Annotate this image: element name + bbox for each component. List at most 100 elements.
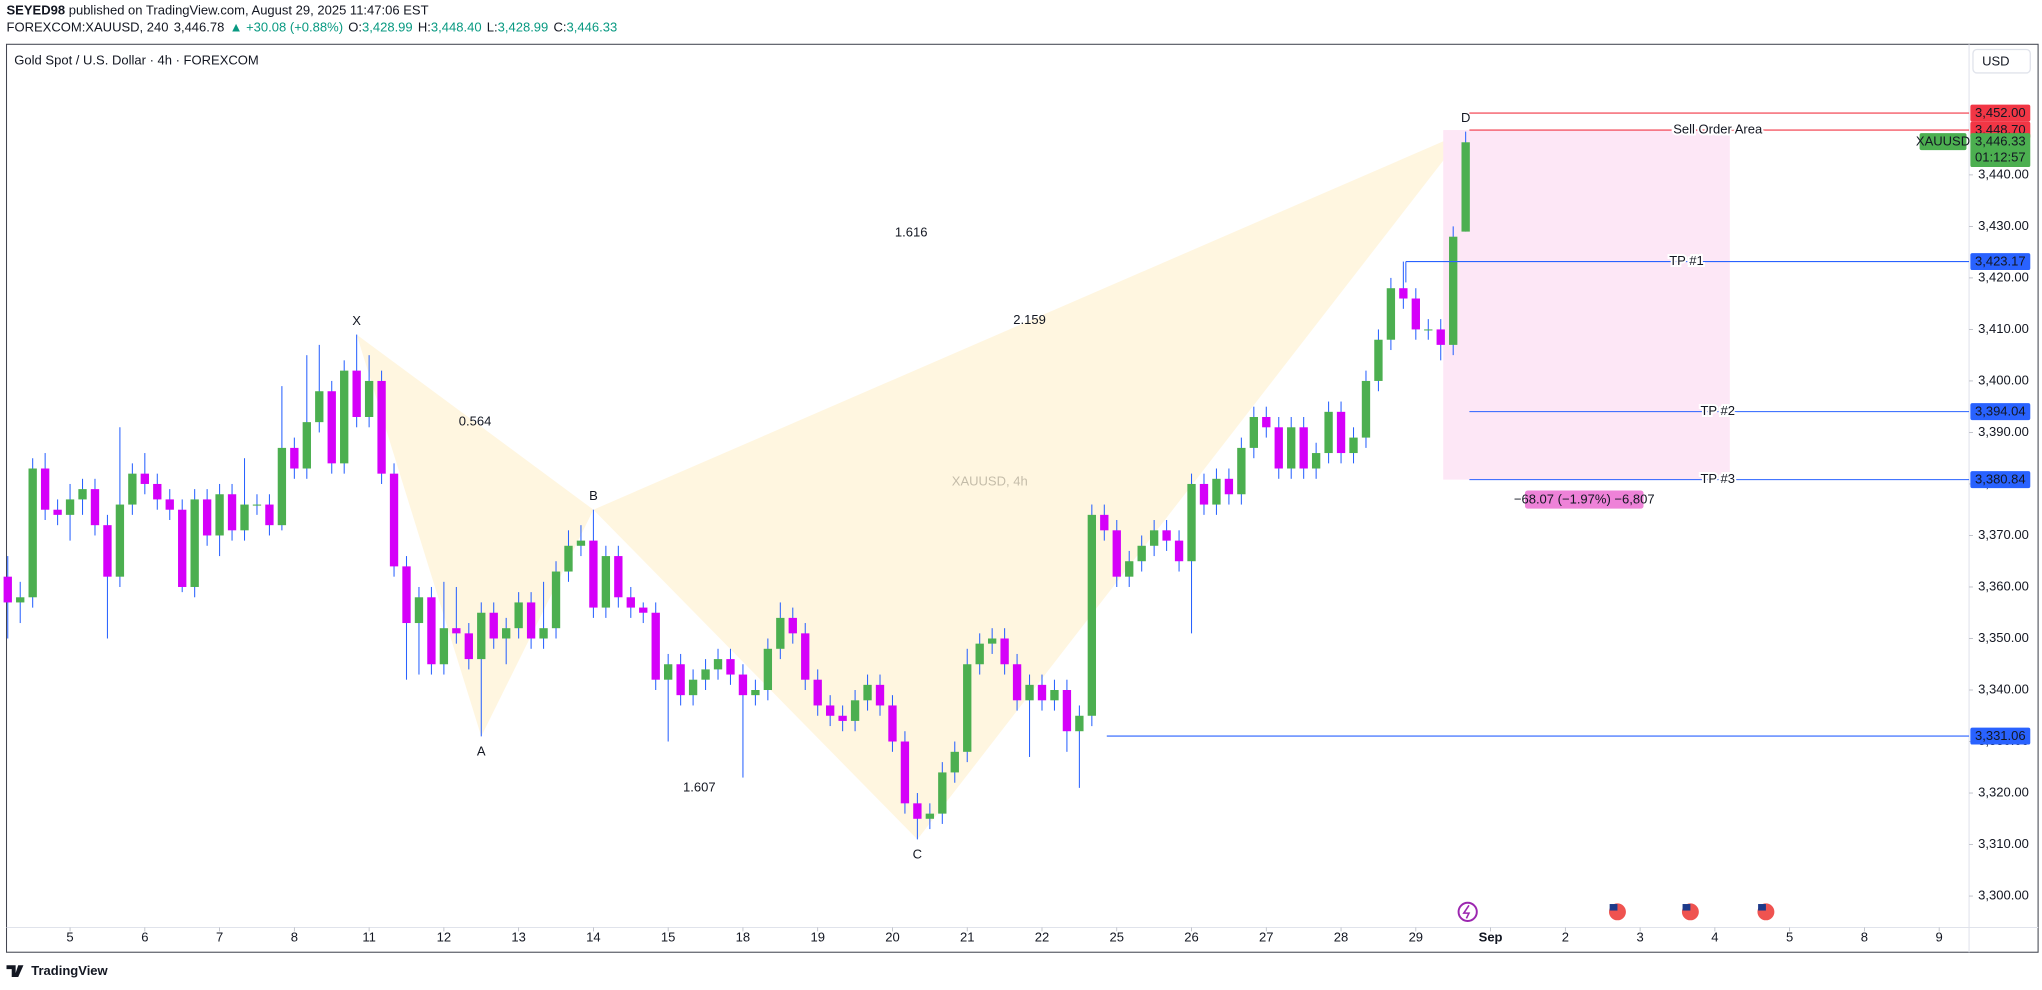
candle-body	[389, 473, 399, 567]
candle-body	[414, 597, 424, 624]
candle-body	[626, 597, 635, 608]
candle-body	[1461, 142, 1470, 232]
flag-canton	[1682, 904, 1691, 911]
candle-body	[377, 380, 386, 474]
candle-body	[227, 494, 237, 531]
change: ▲ +30.08 (+0.88%)	[230, 20, 343, 35]
candle-body	[140, 473, 149, 484]
candle-body	[726, 659, 735, 675]
candle-body	[1149, 530, 1159, 546]
chart-title: Gold Spot / U.S. Dollar · 4h · FOREXCOM	[14, 53, 258, 68]
price-tag	[1970, 253, 2031, 271]
candles-layer	[3, 131, 1470, 840]
publish-line: SEYED98 published on TradingView.com, Au…	[7, 3, 429, 18]
candle-body	[115, 504, 125, 577]
candle-body	[601, 556, 611, 608]
candle-body	[178, 509, 187, 587]
event-icons	[1457, 901, 1776, 922]
candle-body	[900, 741, 910, 804]
y-tick-label: 3,410.00	[1978, 321, 2029, 336]
y-tick-label: 3,300.00	[1978, 887, 2029, 902]
y-tick-label: 3,360.00	[1978, 578, 2029, 593]
pattern-point-label: X	[352, 313, 361, 328]
candle-body	[1287, 427, 1296, 469]
candle-body	[776, 617, 785, 649]
countdown: 01:12:57	[1975, 149, 2026, 164]
candle-body	[950, 751, 959, 773]
candle-body	[53, 509, 62, 515]
x-tick-label: 22	[1035, 929, 1049, 944]
candle-body	[502, 628, 511, 639]
currency-button[interactable]	[1972, 48, 2031, 74]
x-tick-label: 4	[1711, 929, 1718, 944]
candle-body	[888, 705, 897, 742]
candle-body	[576, 540, 586, 546]
event-icon[interactable]	[1457, 901, 1478, 922]
candle-body	[763, 648, 773, 691]
x-tick-label: 29	[1409, 929, 1423, 944]
candle-body	[1075, 715, 1084, 732]
candle-body	[277, 447, 287, 526]
x-tick-label: 2	[1562, 929, 1569, 944]
candle-body	[938, 772, 947, 814]
y-tick-label: 3,440.00	[1978, 166, 2029, 181]
candle-body	[1237, 447, 1246, 495]
candle-body	[863, 684, 872, 701]
symbol-line: FOREXCOM:XAUUSD, 240 3,446.78 ▲ +30.08 (+0…	[7, 20, 618, 35]
candle-body	[1087, 514, 1097, 716]
y-tick-label: 3,390.00	[1978, 424, 2029, 439]
candle-body	[1324, 411, 1333, 454]
price-tag-label: 3,380.84	[1975, 472, 2026, 487]
ohlc-key: H:	[418, 20, 431, 35]
x-tick-label: 13	[511, 929, 525, 944]
y-tick-label: 3,400.00	[1978, 372, 2029, 387]
symbol: FOREXCOM:XAUUSD, 240	[7, 20, 169, 35]
candle-body	[975, 643, 984, 665]
y-tick-label: 3,420.00	[1978, 269, 2029, 284]
candle-body	[925, 813, 935, 819]
candle-body	[651, 612, 660, 680]
candle-body	[838, 715, 847, 721]
candle-body	[1374, 339, 1383, 381]
candle-body	[103, 525, 112, 577]
candle-body	[477, 612, 486, 660]
candle-body	[751, 690, 760, 696]
candle-body	[202, 499, 212, 536]
candle-body	[290, 447, 299, 469]
level-name: Sell Order Area	[1673, 122, 1763, 137]
candle-body	[1187, 483, 1196, 562]
candle-body	[564, 545, 573, 572]
candle-body	[1125, 561, 1134, 577]
event-icon-bolt	[1462, 904, 1471, 919]
candle-body	[1274, 427, 1283, 469]
candle-body	[1174, 540, 1184, 562]
candle-body	[1062, 690, 1072, 732]
candle-body	[265, 504, 274, 526]
candle-body	[90, 489, 100, 526]
flag-canton	[1758, 904, 1766, 911]
chart-frame	[5, 43, 2039, 953]
x-tick-label: 19	[810, 929, 824, 944]
measure-label: −68.07 (−1.97%) −6,807	[1514, 492, 1655, 507]
y-tick-label: 3,310.00	[1978, 836, 2029, 851]
x-tick-label: 12	[437, 929, 451, 944]
candle-body	[1112, 530, 1121, 577]
candle-body	[1000, 638, 1009, 665]
candle-body	[1336, 411, 1346, 454]
price-tag	[1970, 727, 2031, 745]
candle-body	[464, 633, 473, 660]
candle-body	[1411, 298, 1420, 330]
x-tick-label: 7	[216, 929, 223, 944]
pattern-ratio: 1.607	[683, 779, 716, 794]
x-tick-label: 14	[586, 929, 600, 944]
flag-canton	[1609, 904, 1618, 911]
candle-body	[963, 664, 972, 752]
pattern-ratio: 0.564	[459, 414, 492, 429]
currency-label[interactable]: USD	[1982, 53, 2009, 68]
candle-body	[676, 664, 685, 696]
y-tick-label: 3,430.00	[1978, 218, 2029, 233]
author: SEYED98	[7, 3, 66, 18]
ohlc-key: O:	[348, 20, 362, 35]
candle-body	[489, 612, 498, 639]
ohlc-key: L:	[487, 20, 498, 35]
